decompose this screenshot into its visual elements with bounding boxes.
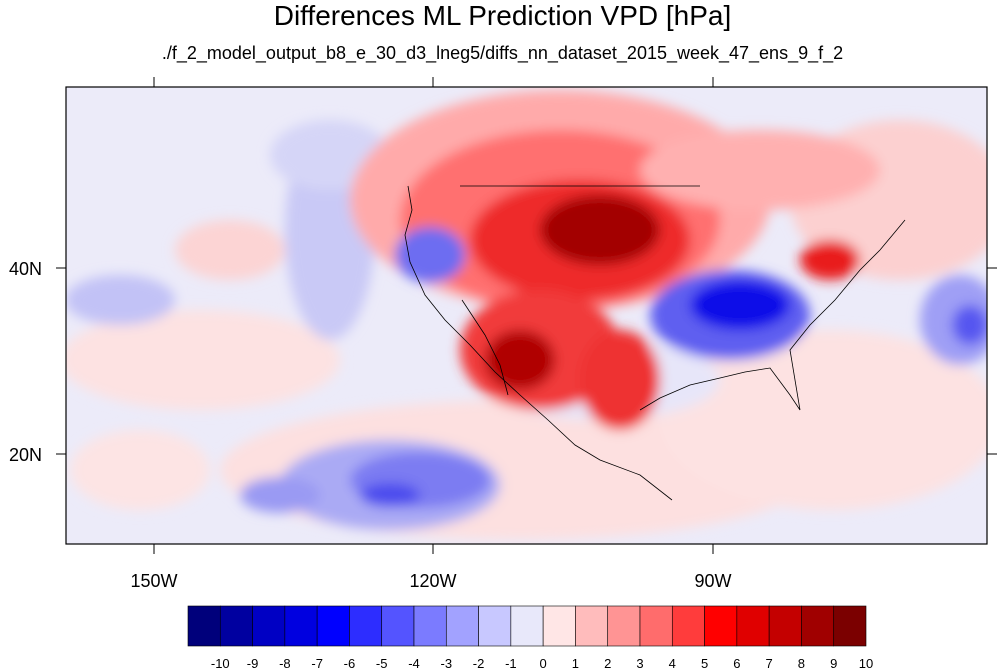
colorbar-tick-label: -7 xyxy=(311,656,323,671)
lat-label-40n: 40N xyxy=(9,259,42,279)
colorbar-swatch xyxy=(671,605,705,647)
chart-title: Differences ML Prediction VPD [hPa] xyxy=(273,0,732,31)
colorbar-tick-label: 8 xyxy=(798,656,805,671)
colorbar-tick-label: 9 xyxy=(830,656,837,671)
colorbar-swatch xyxy=(413,605,447,647)
colorbar-tick-label: -9 xyxy=(247,656,259,671)
colorbar-tick-label: 5 xyxy=(701,656,708,671)
colorbar-tick-label: 7 xyxy=(766,656,773,671)
lon-label-90w: 90W xyxy=(694,571,731,591)
colorbar-swatch xyxy=(833,605,867,647)
colorbar-tick-label: 4 xyxy=(669,656,676,671)
colorbar-tick-label: -5 xyxy=(376,656,388,671)
chart-subtitle: ./f_2_model_output_b8_e_30_d3_lneg5/diff… xyxy=(161,43,844,63)
colorbar-swatch xyxy=(736,605,770,647)
colorbar-swatch xyxy=(219,605,253,647)
colorbar-swatch xyxy=(381,605,415,647)
colorbar-swatch xyxy=(542,605,576,647)
colorbar-swatch xyxy=(510,605,544,647)
colorbar-tick-label: 3 xyxy=(636,656,643,671)
colorbar-swatch xyxy=(768,605,802,647)
colorbar-tick-label: -2 xyxy=(473,656,485,671)
colorbar-swatch xyxy=(252,605,286,647)
colorbar-tick-label: 1 xyxy=(572,656,579,671)
colorbar-tick-label: -1 xyxy=(505,656,517,671)
colorbar-tick-label: 2 xyxy=(604,656,611,671)
colorbar-swatch xyxy=(575,605,609,647)
map-frame xyxy=(65,86,988,545)
colorbar-swatch xyxy=(445,605,479,647)
lon-label-120w: 120W xyxy=(409,571,456,591)
colorbar-tick-label: -6 xyxy=(344,656,356,671)
colorbar-swatch xyxy=(187,605,221,647)
colorbar-tick-label: 6 xyxy=(733,656,740,671)
colorbar-tick-label: 0 xyxy=(540,656,547,671)
colorbar-swatch xyxy=(607,605,641,647)
colorbar-swatch xyxy=(316,605,350,647)
colorbar-swatch xyxy=(284,605,318,647)
lon-label-150w: 150W xyxy=(130,571,177,591)
colorbar-swatch xyxy=(349,605,383,647)
vpd-difference-field xyxy=(66,87,987,544)
colorbar-tick-label: -8 xyxy=(279,656,291,671)
lat-label-20n: 20N xyxy=(9,445,42,465)
colorbar-swatch xyxy=(801,605,835,647)
colorbar: -10 -9 -8 -7 -6 -5 -4 -3 -2 -1 0 1 2 3 4 5 6 7 8 9 10 xyxy=(187,605,873,671)
colorbar-swatch xyxy=(704,605,738,647)
colorbar-tick-label: -4 xyxy=(408,656,420,671)
coastlines xyxy=(404,185,906,501)
colorbar-swatch xyxy=(478,605,512,647)
map-ticks xyxy=(56,77,997,554)
colorbar-tick-label: -10 xyxy=(211,656,230,671)
colorbar-tick-label: 10 xyxy=(859,656,873,671)
colorbar-swatch xyxy=(639,605,673,647)
colorbar-tick-label: -3 xyxy=(441,656,453,671)
